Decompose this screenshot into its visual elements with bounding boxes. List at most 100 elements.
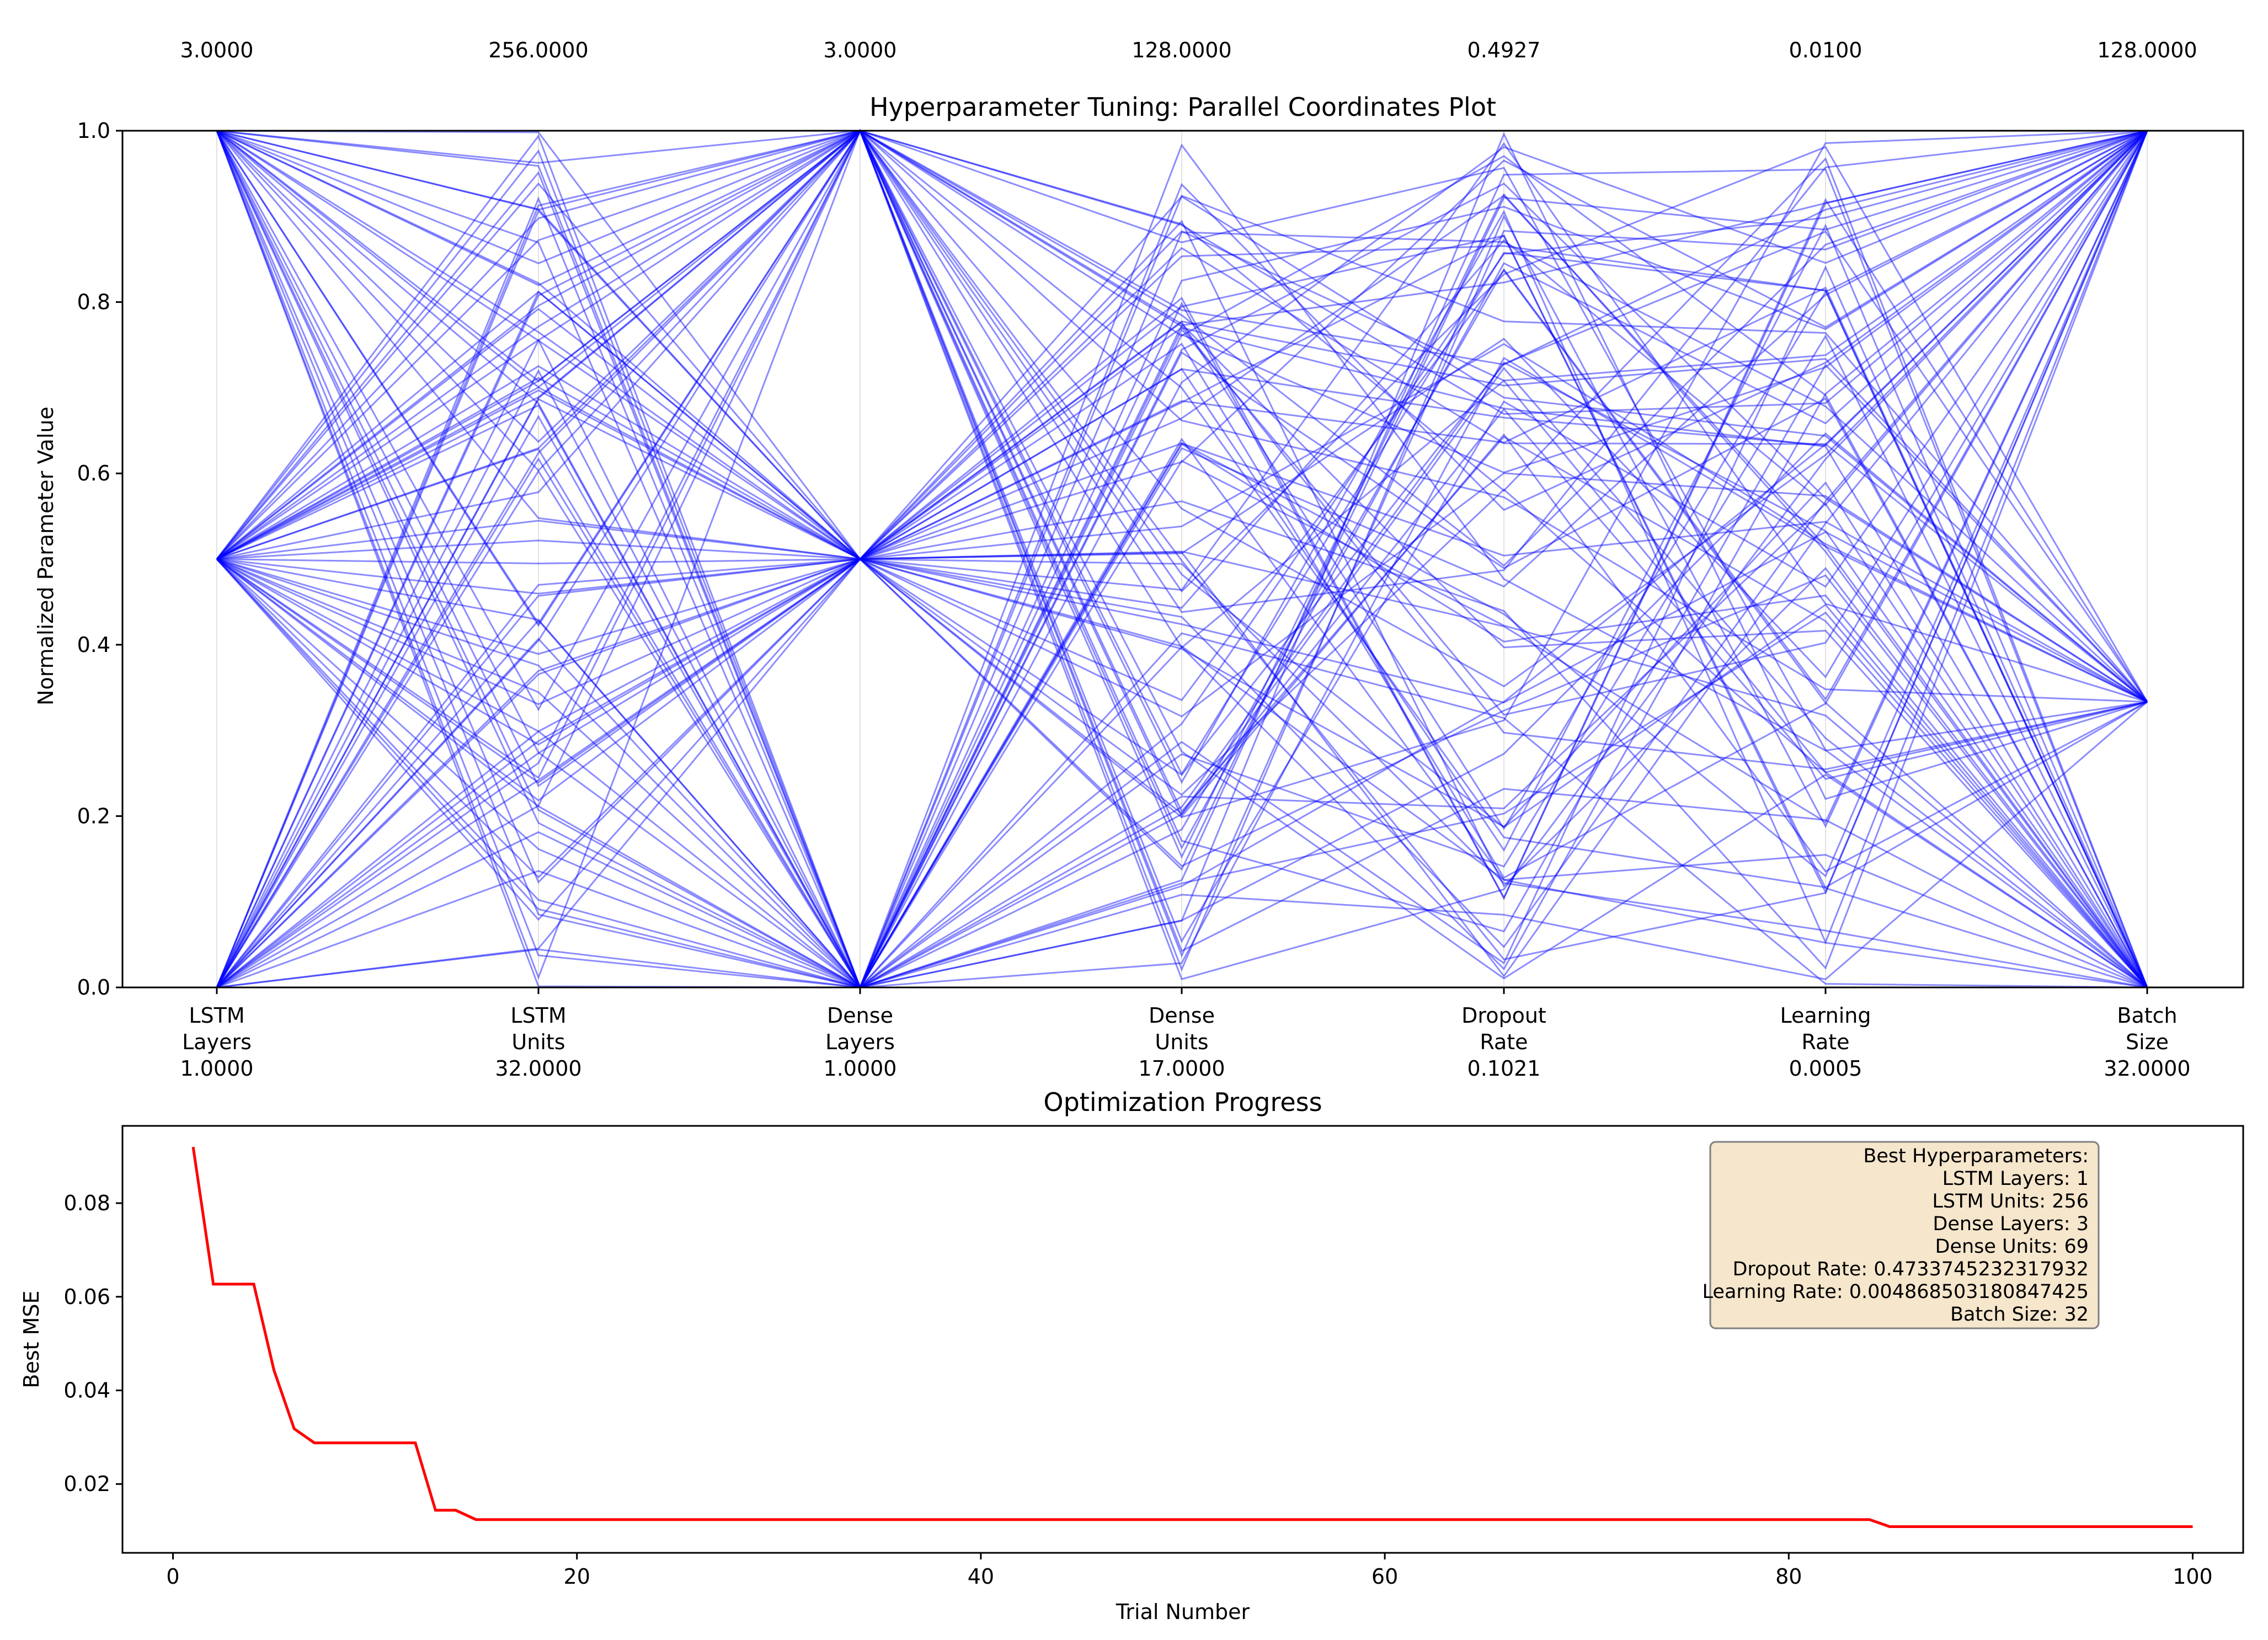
pc-trial-line (216, 558, 2148, 989)
pc-axis-max-label: 256.0000 (488, 38, 588, 62)
pc-trial-line (216, 130, 2148, 988)
legend-line: Learning Rate: 0.004868503180847425 (1703, 1281, 2089, 1303)
pc-trial-line (216, 130, 2148, 988)
pc-trial-line (216, 437, 2148, 989)
pc-trial-line (216, 130, 2148, 921)
pc-trial-line (216, 143, 2148, 989)
pc-trial-line (216, 130, 2148, 988)
pc-trial-line (216, 130, 2148, 989)
pc-trial-line (216, 129, 2148, 989)
pc-trial-line (216, 520, 2148, 989)
pc-trial-line (216, 130, 2148, 990)
pc-trial-line (216, 130, 2148, 970)
pc-trial-line (216, 171, 2148, 989)
pc-trial-line (216, 129, 2148, 989)
op-plot-frame (121, 1125, 2244, 1554)
optimization-progress-chart: Optimization Progress 0 20 40 60 80 100 0.02 0.… (19, 1087, 2244, 1624)
pc-trial-line (216, 130, 2148, 990)
pc-trial-line (216, 130, 2148, 895)
pc-axis-max-label: 0.0100 (1789, 38, 1863, 62)
pc-trial-line (216, 129, 2148, 850)
pc-trial-line (216, 182, 2148, 718)
pc-trial-line (216, 130, 2148, 989)
pc-trial-line (216, 129, 2148, 972)
op-x-tick-label: 60 (1372, 1564, 1398, 1589)
pc-axis-name: Layers (182, 1030, 252, 1054)
pc-trial-line (216, 351, 2148, 990)
op-y-tick-label: 0.06 (63, 1285, 110, 1309)
pc-plot-frame (121, 130, 2244, 989)
pc-axis-name: Units (511, 1030, 565, 1054)
legend-line: Dense Units: 69 (1935, 1236, 2089, 1258)
pc-trial-line (216, 130, 2148, 830)
pc-trial-line (216, 130, 2148, 988)
pc-trial-line (216, 130, 2148, 613)
pc-trial-line (216, 130, 2148, 989)
op-x-tick-label: 80 (1775, 1564, 1802, 1589)
pc-y-ticks: 0.0 0.2 0.4 0.6 0.8 1.0 (77, 119, 122, 1000)
pc-axis-max-label: 3.0000 (180, 38, 254, 62)
pc-trial-line (216, 130, 2148, 819)
pc-trial-line (216, 130, 2148, 703)
pc-trial-line (216, 432, 2148, 989)
pc-trial-line (216, 130, 2148, 978)
pc-axis-max-labels: 3.0000 256.0000 3.0000 128.0000 0.4927 0.0100… (180, 38, 2197, 62)
pc-trial-line (216, 209, 2148, 988)
pc-trial-line (216, 130, 2148, 990)
pc-trial-line (216, 488, 2148, 989)
pc-trial-line (216, 129, 2148, 943)
pc-axis-name: Dropout (1461, 1003, 1546, 1028)
pc-trial-line (216, 130, 2148, 989)
pc-trial-line (216, 130, 2148, 884)
pc-trial-line (216, 130, 2148, 989)
legend-line: Dropout Rate: 0.4733745232317932 (1732, 1258, 2089, 1280)
pc-trial-line (216, 130, 2148, 988)
pc-trial-line (216, 129, 2148, 988)
pc-axis-min-label: 0.1021 (1467, 1056, 1541, 1081)
pc-axis-min-label: 1.0000 (180, 1056, 254, 1081)
pc-trial-line (216, 130, 2148, 989)
pc-y-tick-label: 1.0 (77, 119, 110, 143)
pc-trial-line (216, 130, 2148, 989)
pc-trial-line (216, 130, 2148, 990)
pc-axis-name: Units (1155, 1030, 1208, 1054)
pc-axis-name: Batch (2117, 1003, 2177, 1028)
pc-trial-line (216, 404, 2148, 989)
pc-trial-line (216, 129, 2148, 933)
best-mse-line (191, 1146, 2193, 1528)
legend-line: Dense Layers: 3 (1933, 1213, 2089, 1235)
op-x-tick-label: 0 (166, 1564, 179, 1589)
op-x-axis-label: Trial Number (1116, 1600, 1250, 1624)
pc-axis-max-label: 0.4927 (1467, 38, 1541, 62)
pc-trial-line (216, 129, 2148, 779)
pc-y-tick-label: 0.2 (77, 804, 110, 828)
pc-trial-line (216, 129, 2148, 988)
legend-box (1709, 1141, 2100, 1329)
op-y-axis-label: Best MSE (19, 1290, 44, 1388)
pc-trial-line (216, 196, 2148, 989)
pc-trial-line (216, 194, 2148, 989)
pc-axis-min-label: 1.0000 (824, 1056, 897, 1081)
pc-axes (216, 131, 2148, 994)
pc-axis-min-label: 0.0005 (1789, 1056, 1863, 1081)
pc-trial-line (216, 130, 2148, 565)
pc-trial-line (216, 130, 2148, 567)
pc-trial-line (216, 558, 2148, 988)
pc-trial-line (216, 130, 2148, 989)
pc-trial-line (216, 366, 2148, 989)
pc-title: Hyperparameter Tuning: Parallel Coordina… (869, 92, 1496, 122)
pc-trial-line (216, 129, 2148, 944)
pc-trial-line (216, 130, 2148, 609)
op-y-tick-label: 0.04 (63, 1379, 110, 1403)
pc-trial-line (216, 129, 2148, 773)
pc-axis-max-label: 3.0000 (824, 38, 897, 62)
pc-trial-line (216, 130, 2148, 989)
pc-y-tick-label: 0.6 (77, 461, 110, 485)
pc-trial-line (216, 334, 2148, 989)
op-x-tick-label: 40 (968, 1564, 994, 1589)
pc-trial-line (216, 130, 2148, 776)
legend-line: Best Hyperparameters: (1863, 1145, 2089, 1167)
op-x-tick-label: 100 (2173, 1564, 2213, 1589)
